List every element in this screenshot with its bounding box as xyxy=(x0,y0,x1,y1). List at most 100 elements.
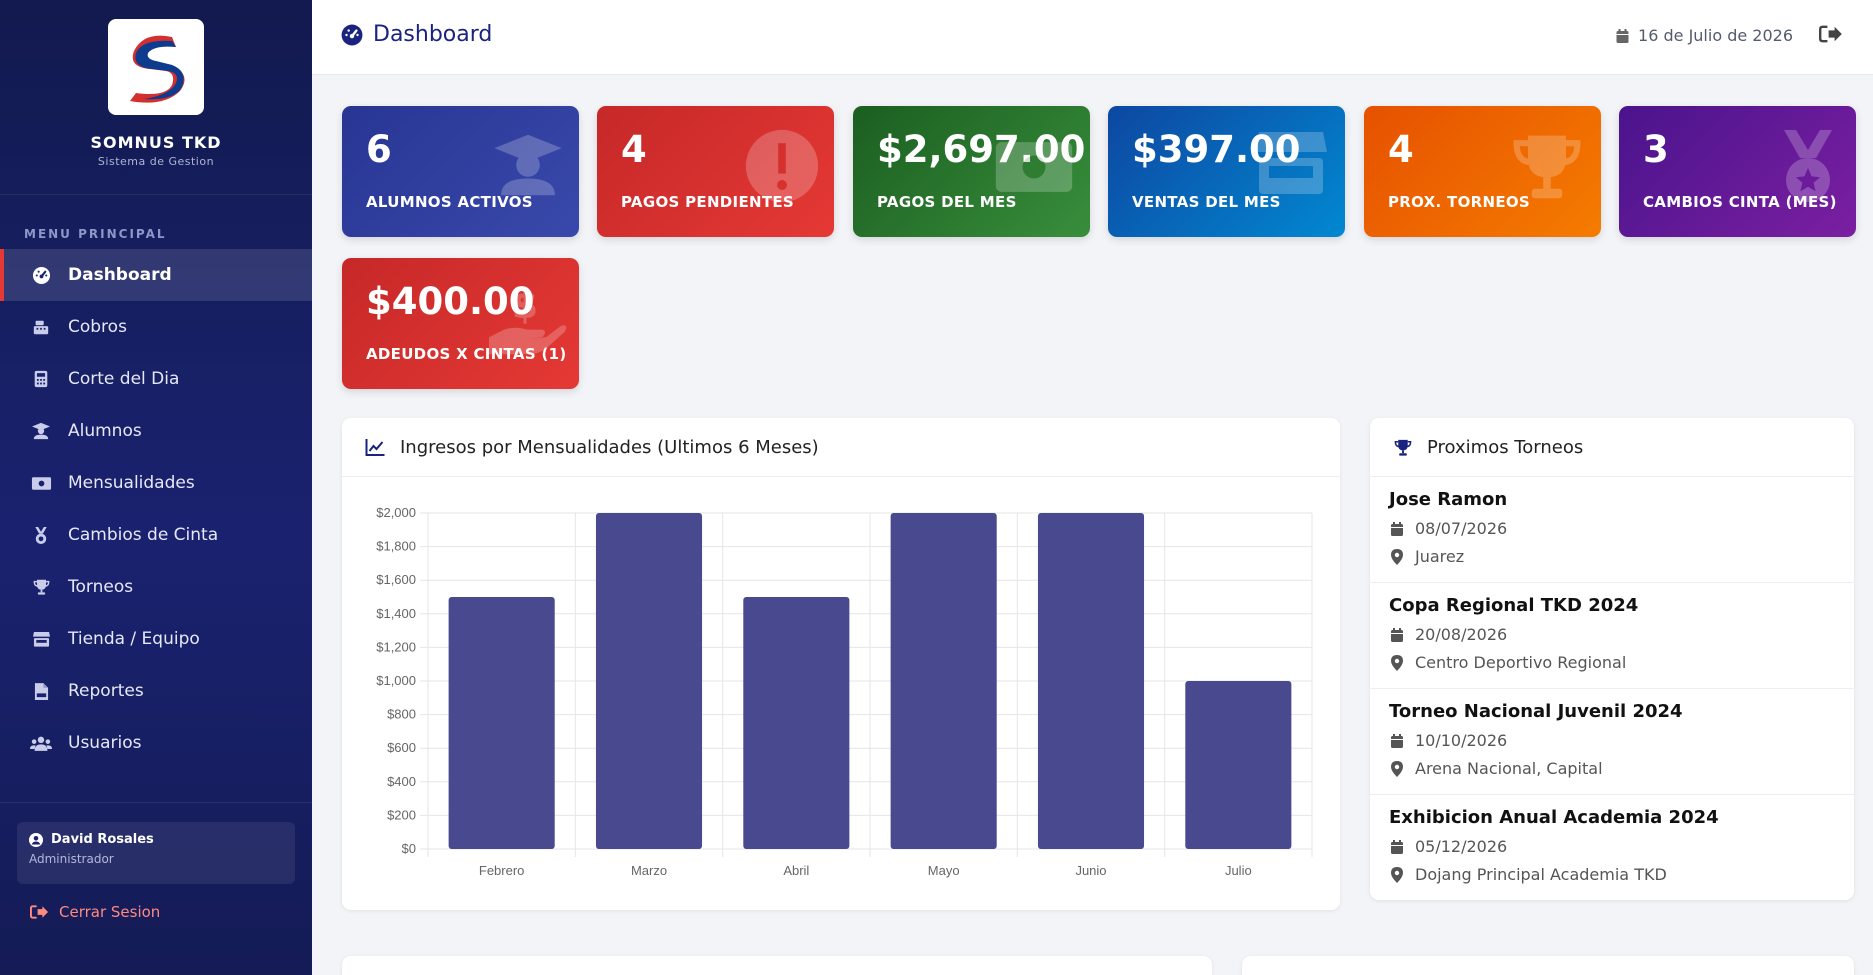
stat-label: PAGOS PENDIENTES xyxy=(621,193,795,211)
hand-holding-dollar-icon: $ xyxy=(485,283,569,364)
trophy-icon xyxy=(30,576,52,598)
topbar: Dashboard 16 de Julio de 2026 xyxy=(312,0,1873,75)
stat-card-alumnos-activos[interactable]: 6 ALUMNOS ACTIVOS xyxy=(342,106,579,237)
sidebar-footer: David Rosales Administrador Cerrar Sesio… xyxy=(0,802,312,975)
income-chart-panel: Ingresos por Mensualidades (Ultimos 6 Me… xyxy=(342,418,1340,910)
bar xyxy=(595,513,703,849)
map-marker-icon xyxy=(1389,548,1405,565)
stat-value: $400.00 xyxy=(366,280,535,323)
graduate-icon xyxy=(30,420,52,442)
sidebar-item-label: Mensualidades xyxy=(68,473,195,493)
stat-label: VENTAS DEL MES xyxy=(1132,193,1281,211)
sidebar-item-label: Tienda / Equipo xyxy=(68,629,200,649)
calendar-icon xyxy=(1389,521,1405,537)
trophy-icon xyxy=(1507,128,1587,208)
bar xyxy=(743,597,850,849)
stat-label: PROX. TORNEOS xyxy=(1388,193,1531,211)
sidebar-item-tienda[interactable]: Tienda / Equipo xyxy=(0,613,312,665)
sidebar-item-usuarios[interactable]: Usuarios xyxy=(0,717,312,769)
tournament-date: 20/08/2026 xyxy=(1415,625,1508,644)
y-tick-label: $1,000 xyxy=(376,673,416,688)
tournament-name: Exhibicion Anual Academia 2024 xyxy=(1389,807,1719,828)
brand-name: SOMNUS TKD xyxy=(90,133,222,152)
sidebar-item-corte-del-dia[interactable]: Corte del Dia xyxy=(0,353,312,405)
current-date: 16 de Julio de 2026 xyxy=(1615,26,1793,45)
sidebar-item-cobros[interactable]: Cobros xyxy=(0,301,312,353)
sidebar-item-cambios-de-cinta[interactable]: Cambios de Cinta xyxy=(0,509,312,561)
stat-card-prox-torneos[interactable]: 4 PROX. TORNEOS xyxy=(1364,106,1601,237)
sidebar-item-mensualidades[interactable]: Mensualidades xyxy=(0,457,312,509)
top-logout-button[interactable] xyxy=(1819,24,1843,44)
tournaments-panel: Proximos Torneos Jose Ramon 08/07/2026 J… xyxy=(1370,418,1854,900)
trophy-icon xyxy=(1393,438,1413,457)
sidebar: SOMNUS TKD Sistema de Gestion MENU PRINC… xyxy=(0,0,312,975)
sidebar-item-label: Torneos xyxy=(68,577,134,597)
exclamation-circle-icon xyxy=(744,128,820,208)
tournament-item[interactable]: Exhibicion Anual Academia 2024 05/12/202… xyxy=(1370,795,1854,900)
sidebar-menu: Dashboard Cobros Corte del Dia Alumnos M… xyxy=(0,249,312,769)
stat-card-pagos-pendientes[interactable]: 4 PAGOS PENDIENTES xyxy=(597,106,834,237)
money-bill-icon xyxy=(30,472,52,494)
user-card[interactable]: David Rosales Administrador xyxy=(17,822,295,884)
map-marker-icon xyxy=(1389,866,1405,883)
sidebar-item-alumnos[interactable]: Alumnos xyxy=(0,405,312,457)
sidebar-item-label: Dashboard xyxy=(68,265,172,285)
tournament-date-row: 08/07/2026 xyxy=(1389,519,1835,538)
tournament-place-row: Dojang Principal Academia TKD xyxy=(1389,865,1835,884)
tournament-date: 05/12/2026 xyxy=(1415,837,1508,856)
x-tick-label: Mayo xyxy=(928,863,960,878)
tournament-item[interactable]: Jose Ramon 08/07/2026 Juarez xyxy=(1370,477,1854,583)
pdf-file-icon xyxy=(30,680,52,702)
sidebar-item-label: Alumnos xyxy=(68,421,142,441)
chart-panel-title: Ingresos por Mensualidades (Ultimos 6 Me… xyxy=(400,436,819,458)
stat-label: ALUMNOS ACTIVOS xyxy=(366,193,533,211)
income-bar-chart: $0 $200 $400 $600 $800 $1,000 $1,200 $1,400 $1,6… xyxy=(376,505,1313,878)
y-tick-label: $400 xyxy=(387,774,416,789)
brand-subtitle: Sistema de Gestion xyxy=(97,155,215,168)
sidebar-item-dashboard[interactable]: Dashboard xyxy=(0,249,312,301)
stat-value: 4 xyxy=(621,128,647,171)
gauge-icon xyxy=(341,24,363,46)
stat-value: 4 xyxy=(1388,128,1414,171)
sign-out-icon xyxy=(30,904,49,920)
medal-icon xyxy=(1774,126,1842,210)
sidebar-item-reportes[interactable]: Reportes xyxy=(0,665,312,717)
bottom-panel-left xyxy=(342,956,1212,975)
tournament-place: Centro Deportivo Regional xyxy=(1415,653,1627,672)
tournament-item[interactable]: Copa Regional TKD 2024 20/08/2026 Centro… xyxy=(1370,583,1854,689)
bar xyxy=(1185,681,1292,849)
tournament-date-row: 05/12/2026 xyxy=(1389,837,1835,856)
tournament-item[interactable]: Torneo Nacional Juvenil 2024 10/10/2026 … xyxy=(1370,689,1854,795)
medal-icon xyxy=(30,524,52,546)
x-tick-label: Marzo xyxy=(631,863,667,878)
bar xyxy=(1037,513,1145,849)
y-tick-label: $600 xyxy=(387,740,416,755)
stat-value: 3 xyxy=(1643,128,1669,171)
stat-value: 6 xyxy=(366,128,392,171)
calculator-icon xyxy=(30,368,52,390)
bottom-panel-right xyxy=(1242,956,1854,975)
y-tick-label: $1,800 xyxy=(376,539,416,554)
tournament-date: 10/10/2026 xyxy=(1415,731,1508,750)
graduate-icon xyxy=(491,128,565,206)
stat-label: CAMBIOS CINTA (MES) xyxy=(1643,193,1837,211)
sidebar-item-torneos[interactable]: Torneos xyxy=(0,561,312,613)
logo xyxy=(108,19,204,115)
logout-button[interactable]: Cerrar Sesion xyxy=(30,903,160,921)
stat-card-adeudos-cintas[interactable]: $400.00 ADEUDOS X CINTAS (1) $ xyxy=(342,258,579,389)
stat-card-cambios-cinta[interactable]: 3 CAMBIOS CINTA (MES) xyxy=(1619,106,1856,237)
page-title-text: Dashboard xyxy=(373,22,493,47)
store-icon xyxy=(30,628,52,650)
stat-card-ventas-del-mes[interactable]: $397.00 VENTAS DEL MES xyxy=(1108,106,1345,237)
bar xyxy=(448,597,555,849)
stat-label: PAGOS DEL MES xyxy=(877,193,1017,211)
bar xyxy=(890,513,997,849)
y-tick-label: $1,200 xyxy=(376,639,416,654)
page-title: Dashboard xyxy=(341,22,492,47)
users-icon xyxy=(30,732,52,754)
user-circle-icon xyxy=(29,832,43,847)
stat-card-pagos-del-mes[interactable]: $2,697.00 PAGOS DEL MES xyxy=(853,106,1090,237)
sidebar-item-label: Reportes xyxy=(68,681,144,701)
calendar-icon xyxy=(1389,733,1405,749)
cash-register-icon xyxy=(30,316,52,338)
